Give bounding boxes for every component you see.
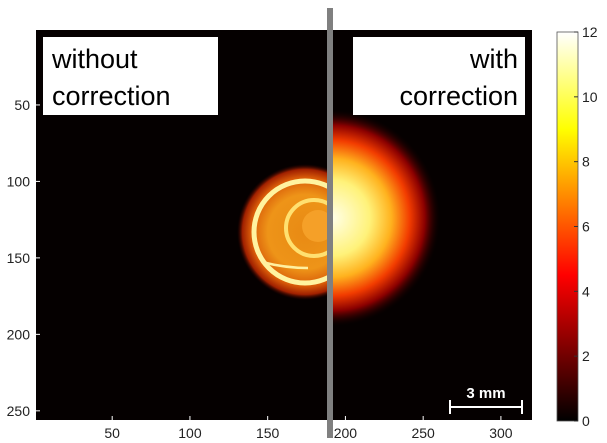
x-tick-label: 100 — [178, 425, 202, 441]
y-tick-label: 50 — [14, 97, 30, 113]
x-tick-label: 250 — [411, 425, 435, 441]
colorbar-tick-label: 6 — [582, 219, 590, 235]
scale-bar: 3 mm — [449, 385, 523, 414]
y-tick-label: 100 — [7, 173, 31, 189]
label-with-line2: correction — [399, 81, 518, 111]
x-tick-label: 150 — [256, 425, 280, 441]
ring-spot-outer-ring — [251, 178, 330, 286]
scale-bar-label: 3 mm — [466, 385, 505, 402]
x-axis: 50 100 150 200 250 300 — [104, 416, 513, 441]
x-tick-label: 50 — [104, 425, 120, 441]
y-axis: 50 100 150 200 250 — [7, 97, 40, 419]
colorbar-tick-label: 8 — [582, 154, 590, 170]
colorbar-axis: 0 2 4 6 8 10 12 — [574, 24, 598, 429]
label-without-line1: without — [51, 44, 138, 74]
panel-with-correction — [330, 110, 440, 326]
label-box-with — [353, 37, 525, 115]
ring-spot-halo — [237, 164, 330, 300]
colorbar-tick-label: 0 — [582, 413, 590, 429]
ring-spot-core — [302, 210, 330, 242]
colorbar-tick-label: 12 — [582, 24, 598, 40]
panel-without-correction — [237, 164, 330, 300]
panel-divider — [327, 8, 333, 438]
y-tick-label: 150 — [7, 250, 31, 266]
corrected-spot — [330, 110, 440, 326]
colorbar-tick-label: 4 — [582, 283, 590, 299]
x-tick-label: 200 — [334, 425, 358, 441]
x-tick-label: 300 — [489, 425, 513, 441]
label-box-without — [43, 37, 218, 115]
colorbar-tick-label: 10 — [582, 89, 598, 105]
y-tick-label: 200 — [7, 326, 31, 342]
label-without-line2: correction — [52, 81, 171, 111]
ring-spot-inner-ring — [284, 198, 330, 258]
colorbar-tick-label: 2 — [582, 348, 590, 364]
y-tick-label: 250 — [7, 403, 31, 419]
label-with-line1: with — [469, 44, 518, 74]
ring-spot-crack — [261, 260, 309, 270]
